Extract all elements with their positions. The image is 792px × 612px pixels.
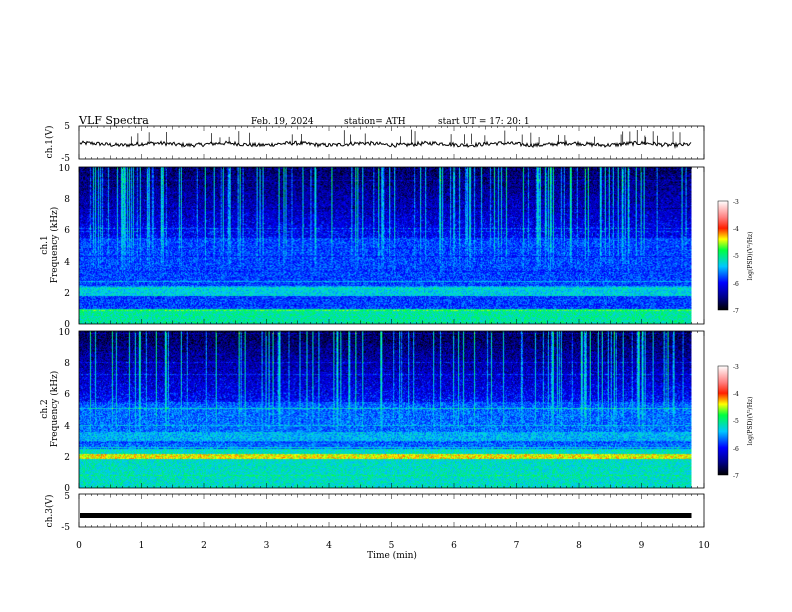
ch2-spectrogram-image [79,331,692,488]
panel-ch1-spectrogram: 0 2 4 6 8 10 ch.1 Frequency (kHz) [40,164,705,330]
colorbar-ch1-tick-m5: -5 [733,253,739,260]
ch1-y-tick-bottom: -5 [61,154,70,164]
header-date: Feb. 19, 2024 [251,117,314,127]
ch1-spectrogram-image [79,167,692,324]
x-tick-label-3: 3 [264,541,270,551]
ch1-waveform-trace [79,139,692,150]
colorbar-ch2-tick-m6: -6 [733,446,739,453]
ch1-freq-tick-4: 4 [64,258,70,268]
colorbar-ch2: -3 -4 -5 -6 -7 log(PSD)(V²/Hz) [717,364,754,480]
x-tick-label-4: 4 [326,541,332,551]
ch2-spectrogram-y-label-freq: Frequency (kHz) [49,371,60,448]
colorbar-ch1-label: log(PSD)(V²/Hz) [747,232,754,281]
ch2-freq-tick-10: 10 [59,328,71,338]
colorbar-ch1: -3 -4 -5 -6 -7 log(PSD)(V²/Hz) [717,199,754,315]
ch2-freq-tick-0: 0 [64,484,70,494]
header-start-time: start UT = 17: 20: 1 [438,117,530,127]
header-station: station= ATH [344,117,406,127]
colorbar-ch1-bar [717,200,729,311]
x-tick-label-9: 9 [639,541,645,551]
ch3-y-tick-top: 5 [64,492,70,502]
ch1-spectrogram-y-label-freq: Frequency (kHz) [49,207,60,284]
ch1-waveform-spikes [130,129,681,145]
x-tick-label-8: 8 [576,541,582,551]
colorbar-ch2-label: log(PSD)(V²/Hz) [747,397,754,446]
colorbar-ch2-tick-m5: -5 [733,418,739,425]
colorbar-ch2-tick-m3: -3 [733,364,739,371]
colorbar-ch2-tick-m4: -4 [733,391,739,398]
ch2-spectrogram-y-label-channel: ch.2 [40,399,50,418]
x-axis-label: Time (min) [367,550,417,561]
ch1-spectrogram-y-label-channel: ch.1 [40,235,50,254]
x-tick-label-5: 5 [389,541,395,551]
x-tick-label-7: 7 [514,541,520,551]
colorbar-ch1-tick-m3: -3 [733,199,739,206]
ch2-freq-tick-2: 2 [64,453,70,463]
ch2-freq-tick-8: 8 [64,359,70,369]
ch1-freq-tick-8: 8 [64,195,70,205]
ch3-y-tick-bottom: -5 [61,523,70,533]
colorbar-ch2-tick-m7: -7 [733,473,739,480]
colorbar-ch1-tick-m4: -4 [733,226,739,233]
ch1-freq-tick-0: 0 [64,320,70,330]
x-tick-label-0: 0 [76,541,82,551]
x-tick-label-6: 6 [451,541,457,551]
x-tick-label-1: 1 [139,541,145,551]
x-tick-label-2: 2 [201,541,207,551]
ch3-waveform-y-label: ch.3(V) [44,495,55,528]
ch1-y-tick-top: 5 [64,122,70,132]
panel-ch2-spectrogram: 0 2 4 6 8 10 ch.2 Frequency (kHz) [40,328,705,494]
ch1-freq-tick-2: 2 [64,289,70,299]
colorbar-ch1-tick-m6: -6 [733,281,739,288]
figure-title: VLF Spectra [78,114,149,127]
ch1-freq-tick-6: 6 [64,226,70,236]
colorbar-ch2-bar [717,365,729,476]
ch1-waveform-y-label: ch.1(V) [44,126,55,159]
ch2-freq-tick-6: 6 [64,390,70,400]
colorbar-ch1-tick-m7: -7 [733,308,739,315]
x-tick-label-10: 10 [698,541,710,551]
panel-ch1-waveform: 5 -5 ch.1(V) [44,122,705,164]
axis-tick-marks [78,126,705,527]
ch1-freq-tick-10: 10 [59,164,71,174]
ch2-freq-tick-4: 4 [64,422,70,432]
panel-ch3-waveform: 5 -5 ch.3(V) [44,492,705,533]
x-axis-tick-labels: 0 1 2 3 4 5 6 7 8 9 10 [76,541,710,551]
